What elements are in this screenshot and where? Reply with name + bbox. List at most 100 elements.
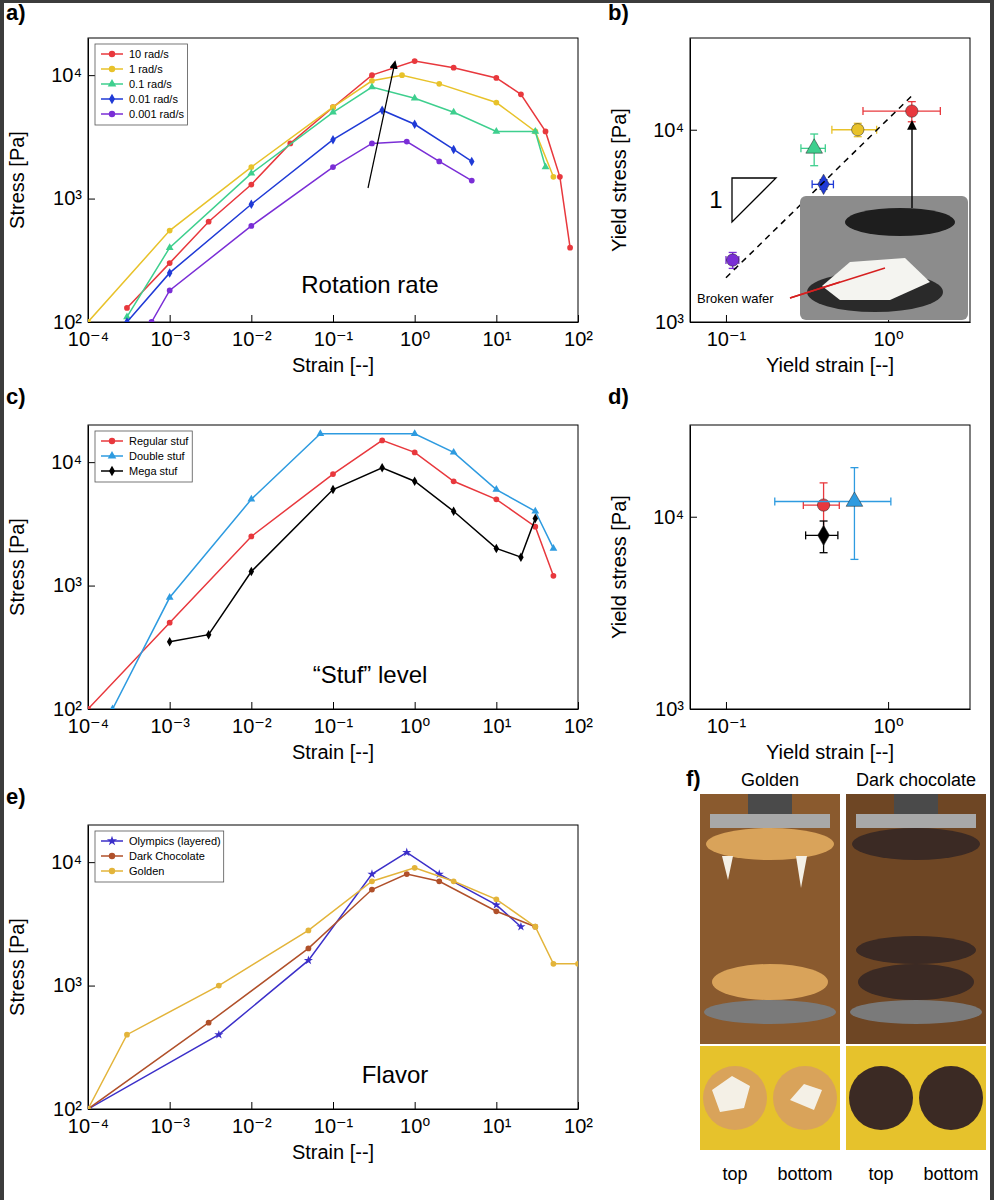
y-tick-mark bbox=[88, 862, 95, 863]
x-tick: 10⁻³ bbox=[150, 702, 190, 737]
y-tick: 10² bbox=[53, 1098, 95, 1120]
data-point bbox=[149, 319, 155, 322]
x-tick-label: 10⁻¹ bbox=[314, 328, 354, 350]
x-tick: 10⁻³ bbox=[150, 315, 190, 350]
data-point bbox=[88, 706, 91, 709]
data-point bbox=[852, 124, 864, 136]
plot-frame bbox=[88, 825, 578, 1109]
y-tick: 10⁴ bbox=[653, 119, 697, 141]
photo-plate bbox=[845, 208, 955, 236]
legend-label: Mega stuf bbox=[129, 465, 178, 477]
data-point bbox=[567, 245, 573, 251]
data-point bbox=[167, 288, 173, 294]
y-tick: 10⁴ bbox=[51, 451, 95, 473]
data-point bbox=[304, 956, 313, 965]
rheometer-plate bbox=[710, 814, 830, 828]
data-point bbox=[330, 471, 336, 477]
top-wafer bbox=[706, 828, 834, 860]
legend-entry: 1 rad/s bbox=[101, 63, 163, 75]
data-point bbox=[167, 268, 172, 277]
x-tick: 10² bbox=[564, 702, 593, 737]
y-axis: 10³10⁴ bbox=[653, 426, 697, 720]
data-point bbox=[248, 182, 254, 188]
y-axis-line bbox=[88, 426, 89, 710]
x-tick-label: 10⁰ bbox=[400, 715, 430, 737]
y-axis-title: Yield stress [Pa] bbox=[608, 495, 630, 639]
data-point bbox=[109, 705, 117, 709]
x-tick-mark bbox=[578, 315, 579, 322]
y-axis-title: Stress [Pa] bbox=[6, 918, 28, 1016]
x-tick-label: 10² bbox=[564, 328, 593, 350]
data-point bbox=[818, 525, 830, 545]
x-tick-label: 10⁻² bbox=[232, 715, 272, 737]
data-point bbox=[167, 260, 173, 266]
legend-label: 0.01 rad/s bbox=[129, 93, 178, 105]
x-tick-mark bbox=[415, 315, 416, 322]
series-line bbox=[152, 142, 472, 322]
x-tick-mark bbox=[726, 702, 727, 709]
y-tick-mark bbox=[690, 517, 697, 518]
y-tick-label: 10⁴ bbox=[51, 851, 82, 873]
y-tick-label: 10² bbox=[53, 698, 82, 720]
decoration bbox=[854, 136, 862, 137]
data-point bbox=[369, 72, 375, 78]
y-axis-line bbox=[88, 826, 89, 1110]
x-tick: 10¹ bbox=[482, 1102, 511, 1137]
legend-marker bbox=[108, 79, 117, 86]
data-point bbox=[316, 429, 324, 436]
inset-arrow bbox=[911, 122, 912, 208]
legend: Olympics (layered)Dark ChocolateGolden bbox=[95, 831, 224, 882]
data-point bbox=[167, 228, 173, 234]
series bbox=[88, 871, 538, 1109]
bottom-wafer bbox=[712, 964, 828, 1000]
legend-marker bbox=[107, 836, 117, 846]
data-point bbox=[533, 514, 538, 523]
series bbox=[801, 134, 825, 166]
panel-letter: f) bbox=[686, 766, 701, 791]
x-tick: 10⁰ bbox=[400, 315, 430, 350]
x-tick-mark bbox=[333, 315, 334, 322]
legend-entry: Regular stuf bbox=[101, 435, 189, 447]
y-tick-mark bbox=[690, 322, 697, 323]
series bbox=[124, 105, 474, 322]
data-point bbox=[247, 169, 255, 176]
data-point bbox=[330, 135, 335, 144]
data-point bbox=[450, 448, 458, 455]
data-point bbox=[404, 871, 410, 877]
x-axis-title: Yield strain [--] bbox=[766, 741, 894, 763]
data-point bbox=[469, 157, 474, 166]
series bbox=[167, 463, 538, 647]
data-point bbox=[543, 129, 549, 135]
decoration bbox=[820, 520, 828, 521]
x-axis-title: Strain [--] bbox=[292, 741, 374, 763]
rheometer-plate bbox=[856, 814, 976, 828]
panel-letter: c) bbox=[6, 384, 26, 409]
x-axis: 10⁻¹10⁰ bbox=[691, 702, 971, 737]
photo-background bbox=[700, 1046, 840, 1150]
plot-frame bbox=[690, 425, 970, 709]
x-axis-title: Strain [--] bbox=[292, 354, 374, 376]
y-tick-mark bbox=[88, 322, 95, 323]
series-line bbox=[88, 868, 578, 1109]
data-point bbox=[369, 141, 375, 147]
y-tick-label: 10⁴ bbox=[653, 119, 684, 141]
series-line bbox=[127, 87, 546, 317]
photo-background bbox=[846, 794, 986, 1044]
legend-entry: Golden bbox=[101, 865, 164, 877]
decoration bbox=[800, 144, 801, 152]
panel-letter: a) bbox=[6, 0, 26, 25]
x-axis-title: Strain [--] bbox=[292, 1141, 374, 1163]
x-tick-label: 10⁰ bbox=[400, 1115, 430, 1137]
series-line bbox=[88, 874, 535, 1109]
legend-entry: Mega stuf bbox=[101, 465, 178, 477]
legend: 10 rad/s1 rad/s0.1 rad/s0.01 rad/s0.001 … bbox=[95, 44, 188, 125]
y-tick-mark bbox=[690, 130, 697, 131]
figure: 10⁻⁴10⁻³10⁻²10⁻¹10⁰10¹10²10²10³10⁴Strain… bbox=[0, 0, 994, 1200]
decoration bbox=[940, 107, 941, 115]
legend-box bbox=[95, 431, 192, 482]
y-tick: 10² bbox=[53, 311, 95, 333]
data-point bbox=[551, 174, 557, 180]
data-point bbox=[817, 499, 829, 511]
data-point bbox=[726, 254, 738, 266]
bottom-wafer bbox=[858, 964, 974, 1000]
